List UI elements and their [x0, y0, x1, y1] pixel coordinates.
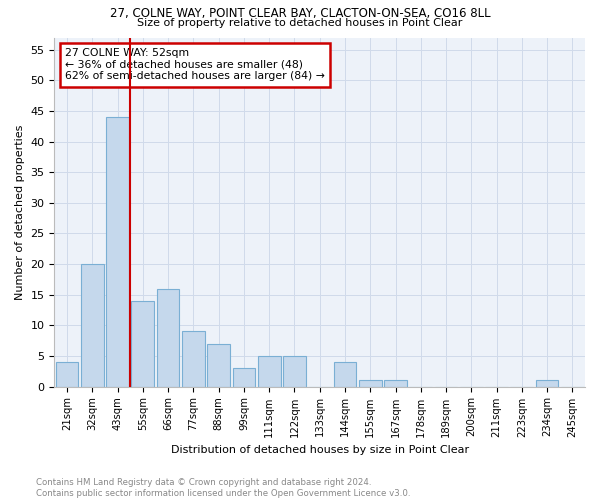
Text: Contains HM Land Registry data © Crown copyright and database right 2024.
Contai: Contains HM Land Registry data © Crown c…: [36, 478, 410, 498]
Text: 27 COLNE WAY: 52sqm
← 36% of detached houses are smaller (48)
62% of semi-detach: 27 COLNE WAY: 52sqm ← 36% of detached ho…: [65, 48, 325, 81]
X-axis label: Distribution of detached houses by size in Point Clear: Distribution of detached houses by size …: [170, 445, 469, 455]
Bar: [384, 380, 407, 386]
Bar: [334, 362, 356, 386]
Bar: [157, 288, 179, 386]
Bar: [233, 368, 255, 386]
Y-axis label: Number of detached properties: Number of detached properties: [15, 124, 25, 300]
Bar: [359, 380, 382, 386]
Bar: [283, 356, 306, 386]
Bar: [106, 117, 129, 386]
Bar: [536, 380, 559, 386]
Bar: [207, 344, 230, 386]
Bar: [56, 362, 79, 386]
Bar: [81, 264, 104, 386]
Bar: [131, 301, 154, 386]
Bar: [258, 356, 281, 386]
Bar: [182, 332, 205, 386]
Text: 27, COLNE WAY, POINT CLEAR BAY, CLACTON-ON-SEA, CO16 8LL: 27, COLNE WAY, POINT CLEAR BAY, CLACTON-…: [110, 8, 490, 20]
Text: Size of property relative to detached houses in Point Clear: Size of property relative to detached ho…: [137, 18, 463, 28]
